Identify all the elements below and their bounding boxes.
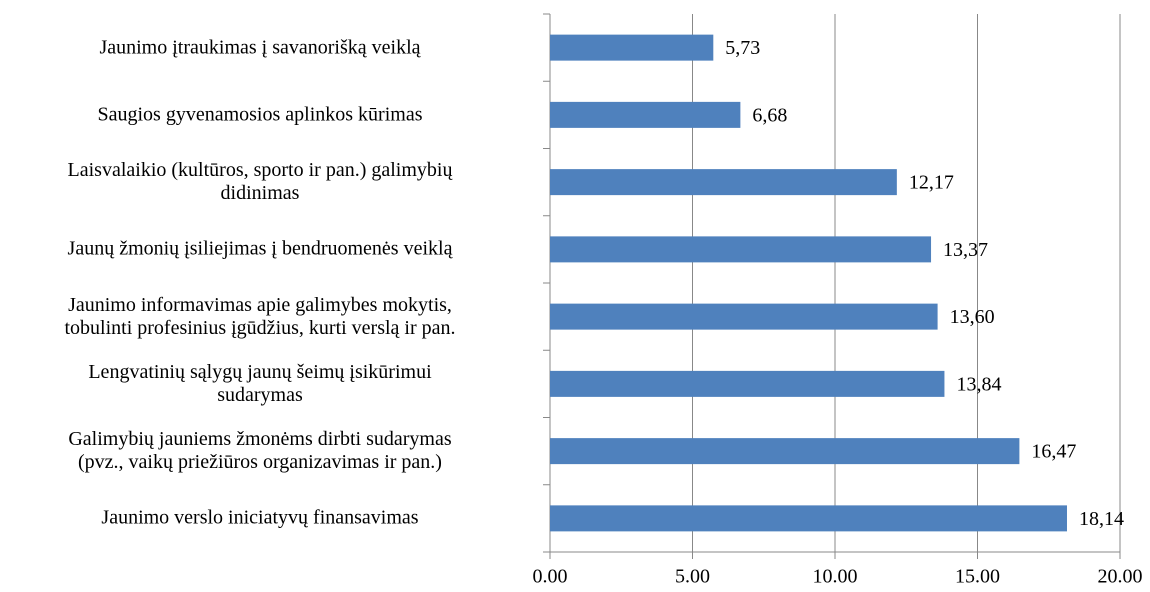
data-label: 12,17 [909, 172, 954, 194]
bar [550, 505, 1067, 532]
data-label: 6,68 [752, 104, 787, 126]
data-label: 13,60 [950, 306, 995, 328]
y-tick-label: Galimybių jauniems žmonėms dirbti sudary… [68, 428, 452, 474]
bar [550, 34, 714, 61]
y-tick-label: Jaunimo verslo iniciatyvų finansavimas [101, 506, 419, 529]
bar [550, 438, 1020, 465]
bar [550, 101, 741, 128]
x-tick-label: 20.00 [1098, 566, 1143, 588]
x-tick-label: 0.00 [533, 566, 568, 588]
x-tick-label: 15.00 [955, 566, 1000, 588]
bar [550, 236, 932, 263]
data-label: 13,84 [956, 373, 1001, 395]
y-tick-label: Jaunimo įtraukimas į savanorišką veiklą [99, 36, 421, 59]
data-label: 16,47 [1031, 441, 1076, 463]
bar [550, 303, 938, 330]
y-tick-label: Lengvatinių sąlygų jaunų šeimų įsikūrimu… [88, 360, 432, 406]
y-tick-label: Jaunų žmonių įsiliejimas į bendruomenės … [67, 237, 453, 260]
y-tick-label: Jaunimo informavimas apie galimybes moky… [64, 293, 456, 339]
x-tick-label: 5.00 [675, 566, 710, 588]
x-tick-label: 10.00 [813, 566, 858, 588]
y-tick-label: Laisvalaikio (kultūros, sporto ir pan.) … [67, 159, 453, 205]
bar [550, 169, 897, 196]
data-label: 13,37 [943, 239, 988, 261]
y-tick-label: Saugios gyvenamosios aplinkos kūrimas [97, 103, 423, 126]
data-label: 18,14 [1079, 508, 1124, 530]
bar [550, 370, 945, 397]
data-label: 5,73 [725, 37, 760, 59]
